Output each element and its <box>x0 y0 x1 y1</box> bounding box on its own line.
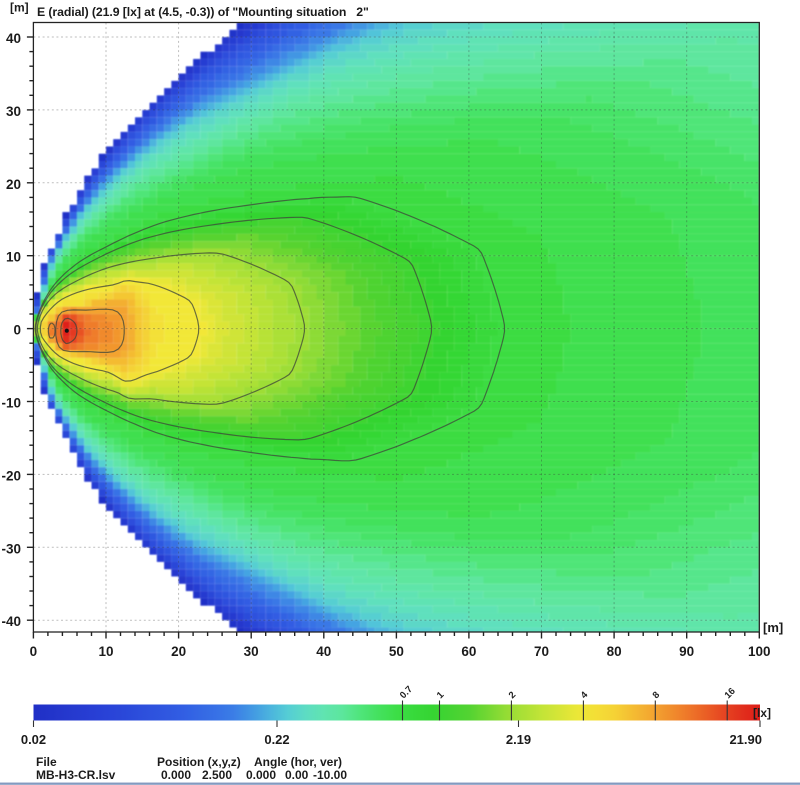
svg-text:Angle (hor, ver): Angle (hor, ver) <box>254 755 342 769</box>
svg-text:10: 10 <box>98 644 113 659</box>
svg-text:8: 8 <box>651 690 663 702</box>
svg-text:0.02: 0.02 <box>21 732 46 747</box>
svg-text:2: 2 <box>507 690 519 702</box>
svg-text:File: File <box>36 755 57 769</box>
svg-text:50: 50 <box>389 644 404 659</box>
svg-text:Position (x,y,z): Position (x,y,z) <box>157 755 241 769</box>
svg-text:-20: -20 <box>1 468 21 483</box>
svg-text:21.90: 21.90 <box>729 732 762 747</box>
svg-text:2.19: 2.19 <box>506 732 531 747</box>
svg-text:0.000: 0.000 <box>161 768 191 782</box>
svg-text:100: 100 <box>748 644 771 659</box>
svg-text:[m]: [m] <box>763 620 783 635</box>
svg-text:80: 80 <box>607 644 622 659</box>
svg-text:[lx]: [lx] <box>753 706 771 720</box>
svg-text:30: 30 <box>244 644 259 659</box>
svg-text:[m]: [m] <box>10 1 29 15</box>
svg-text:-40: -40 <box>1 614 21 629</box>
svg-text:90: 90 <box>679 644 694 659</box>
svg-text:0.000: 0.000 <box>246 768 276 782</box>
svg-text:-10: -10 <box>1 396 21 411</box>
svg-text:20: 20 <box>171 644 186 659</box>
svg-text:10: 10 <box>6 250 21 265</box>
svg-text:70: 70 <box>534 644 549 659</box>
svg-text:40: 40 <box>316 644 331 659</box>
svg-text:0: 0 <box>30 644 38 659</box>
svg-text:MB-H3-CR.lsv: MB-H3-CR.lsv <box>36 768 116 782</box>
svg-text:20: 20 <box>6 177 21 192</box>
svg-text:2.500: 2.500 <box>202 768 232 782</box>
svg-text:60: 60 <box>461 644 476 659</box>
svg-text:-10.00: -10.00 <box>313 768 347 782</box>
svg-text:30: 30 <box>6 104 21 119</box>
svg-text:0.00: 0.00 <box>285 768 309 782</box>
svg-text:0: 0 <box>13 323 21 338</box>
svg-text:0.22: 0.22 <box>264 732 289 747</box>
svg-text:40: 40 <box>6 31 21 46</box>
svg-text:E (radial) (21.9 [lx] at (4.5,: E (radial) (21.9 [lx] at (4.5, -0.3)) of… <box>37 5 369 19</box>
svg-text:-30: -30 <box>1 541 21 556</box>
